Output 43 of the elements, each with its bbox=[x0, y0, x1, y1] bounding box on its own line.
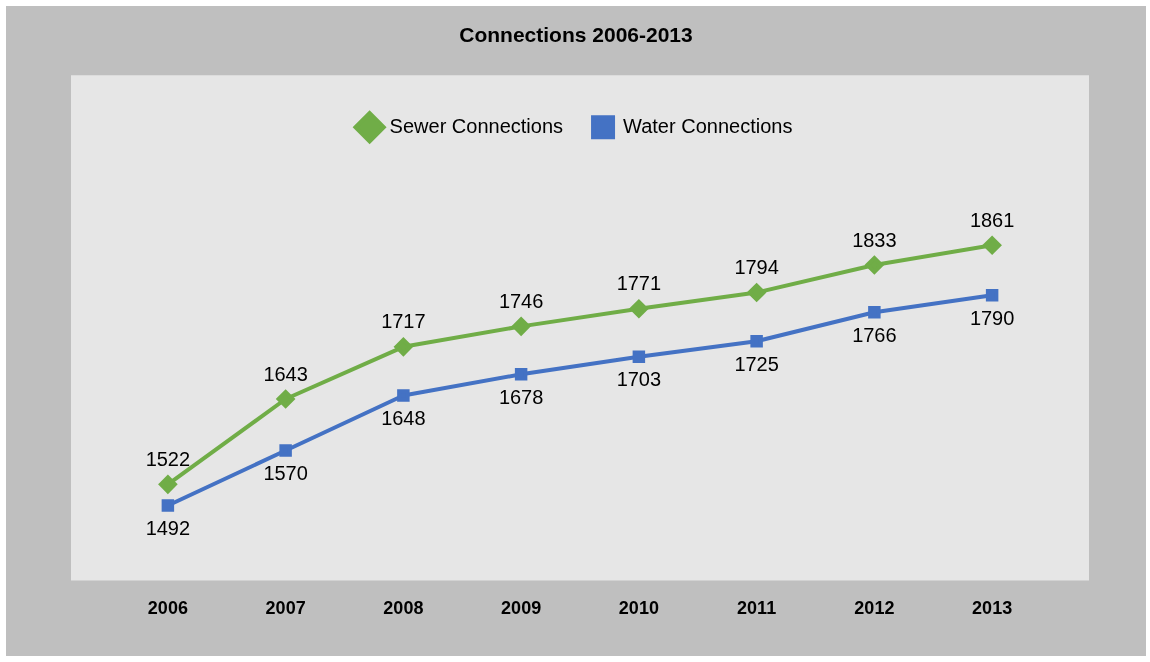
point bbox=[514, 368, 528, 381]
point bbox=[394, 337, 413, 356]
x-tick-label: 2006 bbox=[147, 598, 188, 619]
x-tick-label: 2008 bbox=[383, 598, 424, 619]
point bbox=[750, 334, 763, 348]
x-tick-label: 2013 bbox=[972, 598, 1013, 619]
data-label: 1703 bbox=[616, 368, 662, 391]
legend-label: Sewer Connections bbox=[389, 114, 564, 137]
data-label: 1678 bbox=[498, 385, 544, 408]
legend-label: Water Connections bbox=[623, 114, 793, 137]
point bbox=[158, 475, 177, 494]
point bbox=[161, 499, 175, 512]
data-label: 1833 bbox=[852, 228, 897, 251]
x-tick-label: 2009 bbox=[501, 598, 542, 619]
data-label: 1790 bbox=[969, 306, 1015, 329]
x-tick-label: 2011 bbox=[737, 598, 777, 619]
data-label: 1725 bbox=[734, 352, 779, 375]
point bbox=[985, 289, 999, 302]
data-label: 1522 bbox=[145, 447, 191, 470]
point bbox=[276, 390, 295, 408]
point bbox=[983, 236, 1002, 255]
point bbox=[865, 255, 884, 274]
data-label: 1746 bbox=[498, 289, 544, 312]
point bbox=[512, 317, 531, 336]
data-label: 1771 bbox=[616, 272, 662, 295]
point bbox=[747, 283, 766, 302]
chart-title: Connections 2006-2013 bbox=[459, 23, 693, 47]
data-label: 1570 bbox=[263, 462, 308, 485]
point bbox=[632, 350, 646, 363]
point bbox=[397, 389, 410, 402]
data-label: 1717 bbox=[381, 310, 426, 333]
point bbox=[629, 299, 648, 318]
data-label: 1861 bbox=[969, 208, 1015, 231]
x-tick-label: 2012 bbox=[854, 598, 895, 619]
x-tick-label: 2007 bbox=[265, 598, 306, 619]
data-label: 1766 bbox=[852, 323, 897, 346]
x-tick-label: 2010 bbox=[618, 598, 659, 619]
data-label: 1648 bbox=[381, 406, 426, 429]
point bbox=[279, 444, 292, 457]
data-label: 1643 bbox=[263, 362, 308, 385]
data-label: 1794 bbox=[734, 256, 779, 279]
point bbox=[868, 306, 881, 319]
data-label: 1492 bbox=[145, 517, 191, 540]
